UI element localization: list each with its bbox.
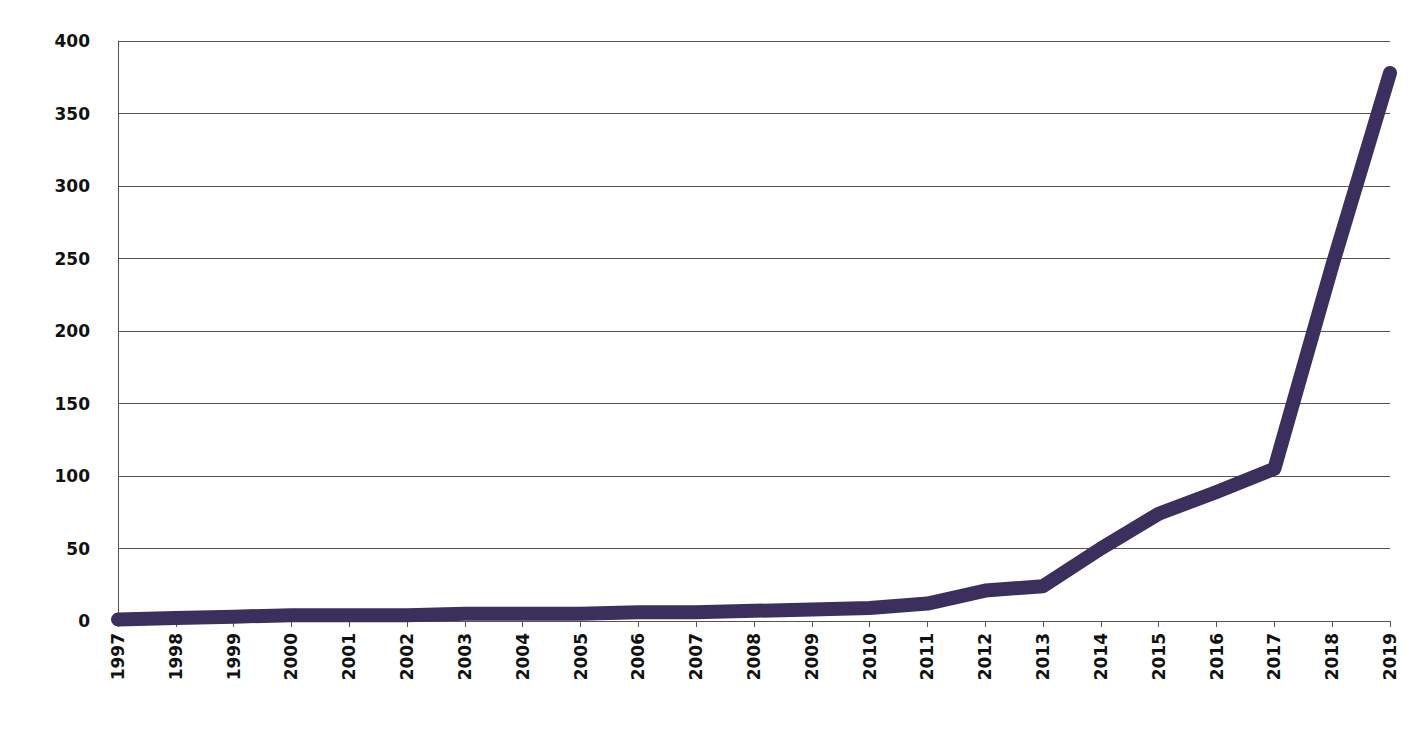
svg-text:2018: 2018 [1322,633,1342,680]
svg-text:2005: 2005 [571,633,591,680]
svg-text:1998: 1998 [166,633,186,680]
svg-text:2013: 2013 [1033,633,1053,680]
svg-text:2003: 2003 [455,633,475,680]
svg-text:2015: 2015 [1149,633,1169,680]
svg-text:1999: 1999 [224,633,244,680]
svg-text:2017: 2017 [1264,633,1284,680]
svg-text:2002: 2002 [397,633,417,680]
svg-text:400: 400 [55,31,91,51]
svg-text:2019: 2019 [1380,633,1400,680]
svg-text:2014: 2014 [1091,633,1111,680]
svg-text:150: 150 [55,394,91,414]
svg-text:2009: 2009 [802,633,822,680]
svg-text:2016: 2016 [1207,633,1227,680]
svg-text:200: 200 [55,321,91,341]
svg-text:300: 300 [55,176,91,196]
svg-text:2012: 2012 [975,633,995,680]
svg-text:2000: 2000 [281,633,301,680]
svg-text:2011: 2011 [917,633,937,680]
svg-text:0: 0 [78,611,90,631]
svg-text:250: 250 [55,249,91,269]
svg-text:350: 350 [55,104,91,124]
svg-text:50: 50 [66,539,90,559]
svg-text:1997: 1997 [108,633,128,680]
svg-text:2008: 2008 [744,633,764,680]
svg-text:2001: 2001 [339,633,359,680]
svg-text:100: 100 [55,466,91,486]
svg-text:2007: 2007 [686,633,706,680]
svg-text:2010: 2010 [860,633,880,680]
svg-text:2006: 2006 [628,633,648,680]
svg-text:2004: 2004 [513,633,533,680]
